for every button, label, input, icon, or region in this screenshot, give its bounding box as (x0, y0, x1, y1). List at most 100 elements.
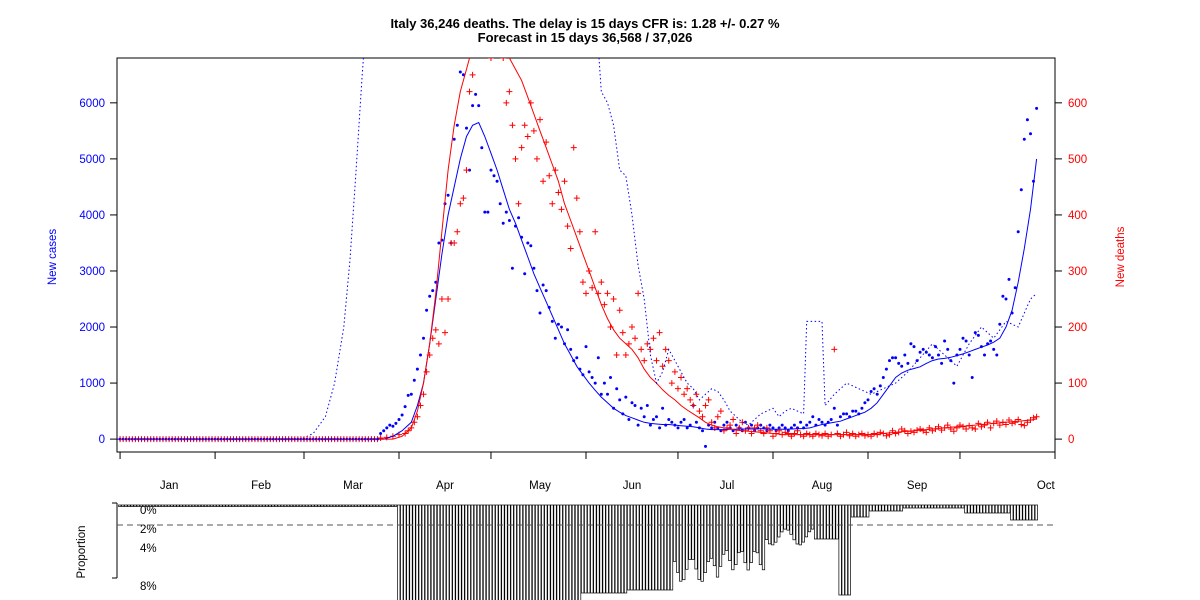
case-point (952, 381, 956, 385)
case-point (645, 404, 649, 407)
proportion-bar (801, 504, 805, 543)
case-point (265, 437, 269, 441)
case-point (964, 339, 968, 343)
case-point (241, 437, 244, 441)
case-point (474, 92, 478, 96)
case-point (468, 168, 471, 172)
proportion-bar (648, 504, 652, 591)
case-point (137, 437, 140, 441)
case-point (1013, 286, 1017, 290)
case-point (134, 437, 137, 441)
death-point (861, 432, 868, 439)
case-point (324, 437, 327, 441)
death-point (573, 195, 580, 202)
proportion-bar (994, 504, 999, 514)
proportion-bar (139, 504, 143, 507)
proportion-tick-label: 2% (140, 524, 157, 536)
proportion-bar (210, 504, 214, 507)
case-point (688, 423, 692, 427)
proportion-bar (295, 504, 300, 507)
proportion-bar (387, 504, 392, 507)
proportion-bar (706, 504, 710, 562)
death-point (662, 346, 669, 353)
case-point (541, 283, 545, 287)
proportion-bar (516, 504, 520, 600)
proportion-bar (332, 504, 336, 507)
death-point (803, 430, 810, 437)
proportion-bar (415, 504, 419, 600)
proportion-bar (495, 504, 499, 600)
case-point (504, 210, 508, 214)
proportion-bar (642, 504, 646, 591)
proportion-bar (1031, 504, 1035, 521)
death-point (705, 396, 712, 403)
proportion-bar (418, 504, 422, 600)
case-point (1019, 188, 1023, 192)
case-point (219, 437, 223, 441)
case-point (342, 437, 346, 441)
proportion-bar (176, 504, 180, 507)
death-point (479, 0, 485, 5)
proportion-bar (243, 504, 248, 507)
proportion-bar (866, 504, 870, 518)
proportion-bar (734, 504, 738, 565)
proportion-bar (817, 504, 821, 540)
proportion-bar (240, 504, 244, 507)
death-point (674, 385, 681, 392)
death-point (1033, 413, 1040, 420)
proportion-bar (314, 504, 318, 507)
death-point (684, 385, 691, 392)
case-point (639, 406, 643, 410)
case-point (970, 376, 974, 379)
death-point (518, 144, 525, 151)
death-point (500, 58, 507, 61)
case-point (409, 392, 413, 396)
proportion-bar (703, 504, 707, 573)
proportion-bars (118, 504, 1038, 600)
case-point (140, 437, 143, 441)
case-point (498, 202, 502, 206)
case-point (872, 387, 876, 391)
proportion-bar (780, 504, 784, 533)
proportion-bar (378, 504, 382, 507)
proportion-bar (225, 504, 229, 507)
case-point (1035, 106, 1039, 110)
proportion-bar (142, 504, 146, 507)
proportion-bar (752, 504, 756, 552)
case-point (983, 353, 986, 357)
case-point (811, 415, 815, 419)
proportion-bar (688, 504, 692, 560)
x-tick-label: Feb (251, 480, 271, 492)
plot-frame (116, 57, 1056, 453)
proportion-bar (369, 504, 373, 507)
proportion-bar (338, 504, 343, 507)
proportion-bar (722, 504, 726, 555)
proportion-bar (997, 504, 1002, 514)
death-point (487, 58, 494, 61)
proportion-bar (424, 504, 428, 600)
case-point (701, 429, 704, 433)
proportion-bar (286, 504, 290, 507)
proportion-bar (581, 504, 585, 594)
death-point (699, 413, 706, 420)
x-tick-label: Oct (1037, 480, 1056, 492)
proportion-bar (761, 504, 766, 571)
proportion-bar (366, 504, 370, 507)
case-point (210, 437, 214, 441)
death-point (720, 427, 727, 434)
proportion-bar (158, 504, 162, 507)
proportion-bar (207, 504, 211, 507)
proportion-bar (988, 504, 992, 514)
case-point (937, 353, 940, 357)
case-point (146, 437, 149, 441)
proportion-bar (274, 504, 278, 507)
case-point (722, 423, 726, 427)
case-point (406, 393, 410, 397)
case-point (734, 423, 738, 427)
case-point (170, 437, 174, 441)
case-point (495, 179, 499, 183)
proportion-bar (467, 504, 471, 600)
x-tick-label: Jul (720, 480, 735, 492)
series-line (215, 121, 1038, 440)
case-point (477, 104, 481, 108)
